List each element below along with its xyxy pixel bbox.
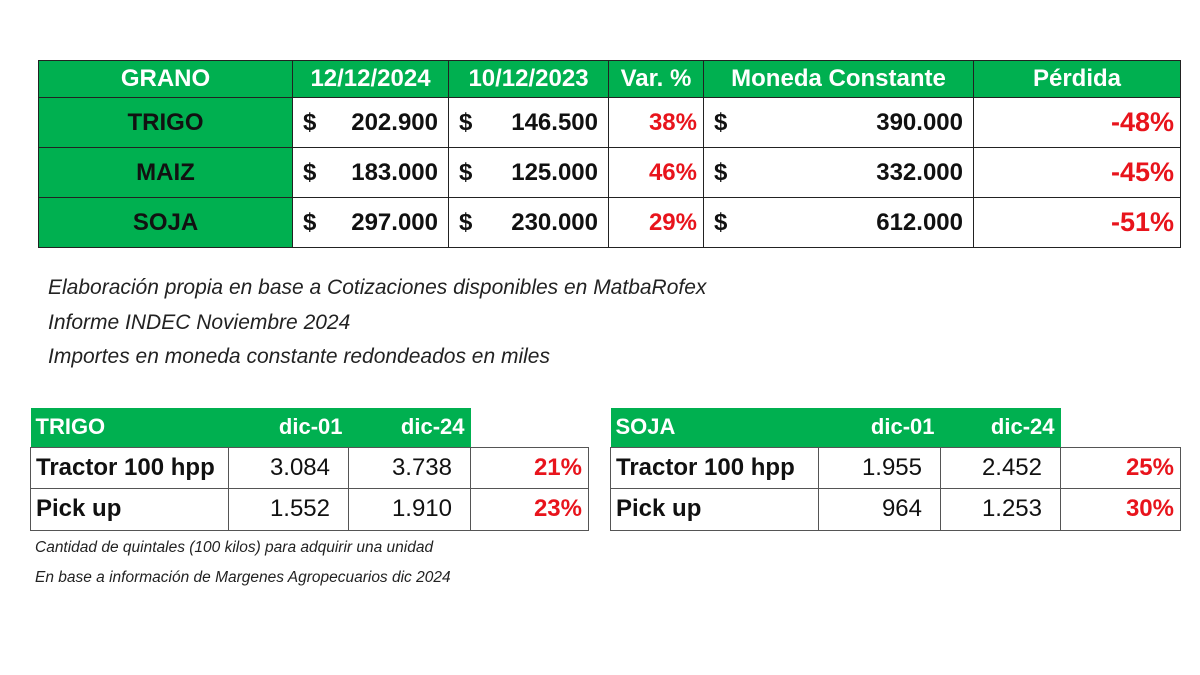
table-row: TRIGO $202.900 $146.500 38% $390.000 -48% — [38, 97, 1181, 148]
table-header: TRIGO dic-01 dic-24 — [30, 408, 589, 448]
price-2024-value: 183.000 — [351, 158, 438, 186]
grain-price-table: GRANO 12/12/2024 10/12/2023 Var. % Moned… — [38, 60, 1181, 248]
header-constante: Moneda Constante — [703, 60, 974, 98]
price-2023-value: 230.000 — [511, 208, 598, 236]
value-dic01: 1.552 — [228, 488, 349, 531]
header-blank — [1060, 408, 1181, 448]
header-perdida: Pérdida — [973, 60, 1181, 98]
grain-name: TRIGO — [38, 97, 293, 148]
value-dic24: 3.738 — [348, 446, 471, 489]
item-name: Tractor 100 hpp — [610, 446, 819, 489]
currency-symbol: $ — [714, 108, 728, 136]
variation: 23% — [470, 488, 589, 531]
header-2023: 10/12/2023 — [448, 60, 609, 98]
price-2023: $146.500 — [448, 97, 609, 148]
header-dic24: dic-24 — [348, 408, 471, 447]
table-row: Pick up 964 1.253 30% — [610, 488, 1181, 531]
header-grain: TRIGO — [30, 408, 229, 447]
table-header: SOJA dic-01 dic-24 — [610, 408, 1181, 448]
footnote-source: En base a información de Margenes Agrope… — [35, 569, 451, 586]
value-dic01: 964 — [818, 488, 941, 531]
value-dic24: 1.910 — [348, 488, 471, 531]
price-2024: $297.000 — [292, 197, 449, 248]
currency-symbol: $ — [714, 158, 728, 186]
variation: 38% — [608, 97, 704, 148]
currency-symbol: $ — [459, 208, 473, 236]
grain-name: MAIZ — [38, 147, 293, 198]
grain-name: SOJA — [38, 197, 293, 248]
header-dic01: dic-01 — [228, 408, 349, 447]
item-name: Tractor 100 hpp — [30, 446, 229, 489]
constant-value: $332.000 — [703, 147, 974, 198]
price-2024-value: 297.000 — [351, 208, 438, 236]
price-2023: $125.000 — [448, 147, 609, 198]
value-dic24: 1.253 — [940, 488, 1061, 531]
constant-value-value: 612.000 — [876, 208, 963, 236]
variation: 29% — [608, 197, 704, 248]
header-dic24: dic-24 — [940, 408, 1061, 447]
item-name: Pick up — [610, 488, 819, 531]
currency-symbol: $ — [459, 158, 473, 186]
currency-symbol: $ — [303, 158, 317, 186]
constant-value: $390.000 — [703, 97, 974, 148]
table-header: GRANO 12/12/2024 10/12/2023 Var. % Moned… — [38, 60, 1181, 98]
loss: -45% — [973, 147, 1181, 198]
table-row: Tractor 100 hpp 1.955 2.452 25% — [610, 446, 1181, 489]
table-row: MAIZ $183.000 $125.000 46% $332.000 -45% — [38, 147, 1181, 198]
soja-table: SOJA dic-01 dic-24 Tractor 100 hpp 1.955 2.45… — [610, 408, 1181, 531]
variation: 46% — [608, 147, 704, 198]
value-dic01: 1.955 — [818, 446, 941, 489]
currency-symbol: $ — [303, 208, 317, 236]
constant-value-value: 332.000 — [876, 158, 963, 186]
note-rounding: Importes en moneda constante redondeados… — [48, 345, 550, 368]
currency-symbol: $ — [303, 108, 317, 136]
loss: -51% — [973, 197, 1181, 248]
table-row: Pick up 1.552 1.910 23% — [30, 488, 589, 531]
value-dic01: 3.084 — [228, 446, 349, 489]
variation: 25% — [1060, 446, 1181, 489]
price-2023-value: 146.500 — [511, 108, 598, 136]
price-2024-value: 202.900 — [351, 108, 438, 136]
price-2023: $230.000 — [448, 197, 609, 248]
price-2024: $183.000 — [292, 147, 449, 198]
header-grano: GRANO — [38, 60, 293, 98]
variation: 21% — [470, 446, 589, 489]
price-2024: $202.900 — [292, 97, 449, 148]
constant-value: $612.000 — [703, 197, 974, 248]
note-source: Elaboración propia en base a Cotizacione… — [48, 276, 707, 299]
table-row: SOJA $297.000 $230.000 29% $612.000 -51% — [38, 197, 1181, 248]
header-2024: 12/12/2024 — [292, 60, 449, 98]
trigo-table: TRIGO dic-01 dic-24 Tractor 100 hpp 3.084 3.7… — [30, 408, 589, 531]
value-dic24: 2.452 — [940, 446, 1061, 489]
item-name: Pick up — [30, 488, 229, 531]
loss: -48% — [973, 97, 1181, 148]
note-indec: Informe INDEC Noviembre 2024 — [48, 311, 351, 334]
constant-value-value: 390.000 — [876, 108, 963, 136]
footnote-quintales: Cantidad de quintales (100 kilos) para a… — [35, 539, 434, 556]
header-blank — [470, 408, 589, 448]
currency-symbol: $ — [714, 208, 728, 236]
header-var: Var. % — [608, 60, 704, 98]
price-2023-value: 125.000 — [511, 158, 598, 186]
currency-symbol: $ — [459, 108, 473, 136]
header-dic01: dic-01 — [818, 408, 941, 447]
table-row: Tractor 100 hpp 3.084 3.738 21% — [30, 446, 589, 489]
header-grain: SOJA — [610, 408, 819, 447]
variation: 30% — [1060, 488, 1181, 531]
